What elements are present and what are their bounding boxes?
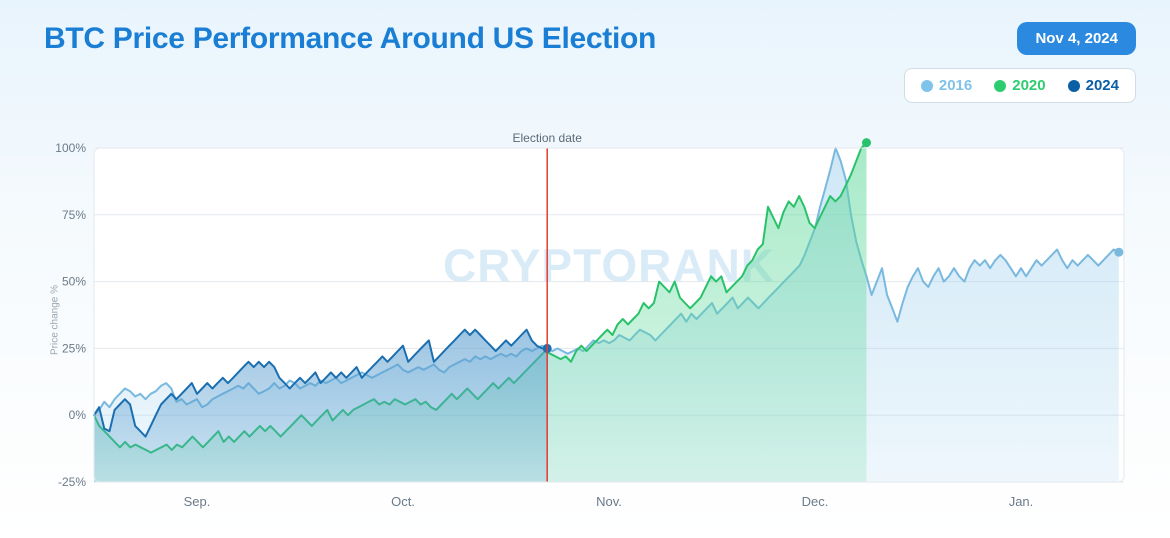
chart-area: Price change % CRYPTORANK -25% 0% 25% 50% 75%… (44, 128, 1136, 512)
legend-label-2016: 2016 (939, 77, 972, 94)
svg-text:75%: 75% (62, 208, 86, 222)
y-axis-label: Price change % (50, 285, 61, 355)
legend-item-2024: 2024 (1068, 77, 1119, 94)
svg-text:Dec.: Dec. (802, 494, 829, 509)
svg-text:0%: 0% (69, 408, 87, 422)
legend-dot-2020 (994, 80, 1006, 92)
svg-text:50%: 50% (62, 275, 86, 289)
chart-title: BTC Price Performance Around US Election (44, 22, 656, 56)
svg-text:100%: 100% (55, 141, 86, 155)
legend-item-2020: 2020 (994, 77, 1045, 94)
svg-text:Nov.: Nov. (596, 494, 622, 509)
svg-text:-25%: -25% (58, 475, 86, 489)
legend-dot-2024 (1068, 80, 1080, 92)
date-badge: Nov 4, 2024 (1017, 22, 1136, 55)
chart-svg: CRYPTORANK -25% 0% 25% 50% 75% 100% Sep. Oct. Nov… (44, 128, 1136, 512)
legend-label-2020: 2020 (1012, 77, 1045, 94)
svg-text:Election date: Election date (513, 131, 583, 145)
legend-dot-2016 (921, 80, 933, 92)
legend-item-2016: 2016 (921, 77, 972, 94)
svg-text:CRYPTORANK: CRYPTORANK (443, 240, 775, 292)
svg-text:25%: 25% (62, 341, 86, 355)
svg-text:Sep.: Sep. (184, 494, 211, 509)
legend-label-2024: 2024 (1086, 77, 1119, 94)
legend: 2016 2020 2024 (904, 68, 1136, 103)
svg-text:Jan.: Jan. (1009, 494, 1034, 509)
svg-text:Oct.: Oct. (391, 494, 415, 509)
